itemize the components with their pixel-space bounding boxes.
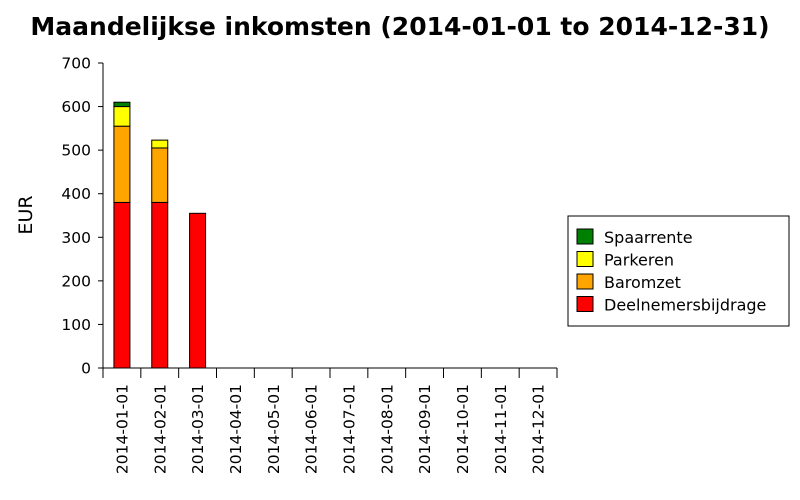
bar-deelnemersbijdrage-2014-01-01 xyxy=(113,201,131,369)
legend-label-spaarrente: Spaarrente xyxy=(604,228,693,247)
y-tick-label: 400 xyxy=(61,185,91,203)
y-tick-label: 700 xyxy=(61,55,91,73)
legend-label-baromzet: Baromzet xyxy=(604,273,681,292)
legend-label-deelnemersbijdrage: Deelnemersbijdrage xyxy=(604,296,766,315)
bar-baromzet-2014-01-01 xyxy=(113,125,131,203)
axes-group: 0 100 200 300 400 500 600 700 2014-01-01 2014-02-… xyxy=(61,55,558,474)
y-tick-label: 300 xyxy=(61,229,91,247)
bar-spaarrente-2014-01-01 xyxy=(113,101,131,108)
x-tick-label: 2014-08-01 xyxy=(378,384,396,474)
y-axis-label: EUR xyxy=(15,195,37,234)
x-tick-label: 2014-10-01 xyxy=(454,384,472,474)
bar-parkeren-2014-02-01 xyxy=(151,139,169,149)
legend-swatch-parkeren xyxy=(576,251,594,267)
bar-deelnemersbijdrage-2014-03-01 xyxy=(189,212,207,369)
x-tick-label: 2014-03-01 xyxy=(189,384,207,474)
x-tick-label: 2014-12-01 xyxy=(530,384,548,474)
chart-title: Maandelijkse inkomsten (2014-01-01 to 20… xyxy=(30,12,769,41)
legend-box xyxy=(567,215,790,327)
y-tick-label: 500 xyxy=(61,142,91,160)
legend-label-parkeren: Parkeren xyxy=(604,251,674,270)
bar-deelnemersbijdrage-2014-02-01 xyxy=(151,201,169,369)
legend: Spaarrente Parkeren Baromzet Deelnemersbijd… xyxy=(567,215,790,327)
bars-group xyxy=(113,101,207,369)
legend-swatch-deelnemersbijdrage xyxy=(576,296,594,312)
x-tick-label: 2014-07-01 xyxy=(340,384,358,474)
x-tick-label: 2014-01-01 xyxy=(113,384,131,474)
x-tick-label: 2014-02-01 xyxy=(151,384,169,474)
legend-swatch-baromzet xyxy=(576,273,594,290)
x-tick-label: 2014-11-01 xyxy=(492,384,510,474)
y-tick-label: 600 xyxy=(61,98,91,116)
x-tick-label: 2014-09-01 xyxy=(416,384,434,474)
bar-baromzet-2014-02-01 xyxy=(151,147,169,203)
y-tick-label: 100 xyxy=(61,316,91,334)
x-tick-label: 2014-05-01 xyxy=(265,384,283,474)
legend-swatch-spaarrente xyxy=(576,228,594,245)
x-tick-label: 2014-04-01 xyxy=(227,384,245,474)
x-tick-label: 2014-06-01 xyxy=(303,384,321,474)
bar-parkeren-2014-01-01 xyxy=(113,106,131,127)
y-tick-label: 0 xyxy=(81,360,91,378)
y-tick-label: 200 xyxy=(61,272,91,290)
